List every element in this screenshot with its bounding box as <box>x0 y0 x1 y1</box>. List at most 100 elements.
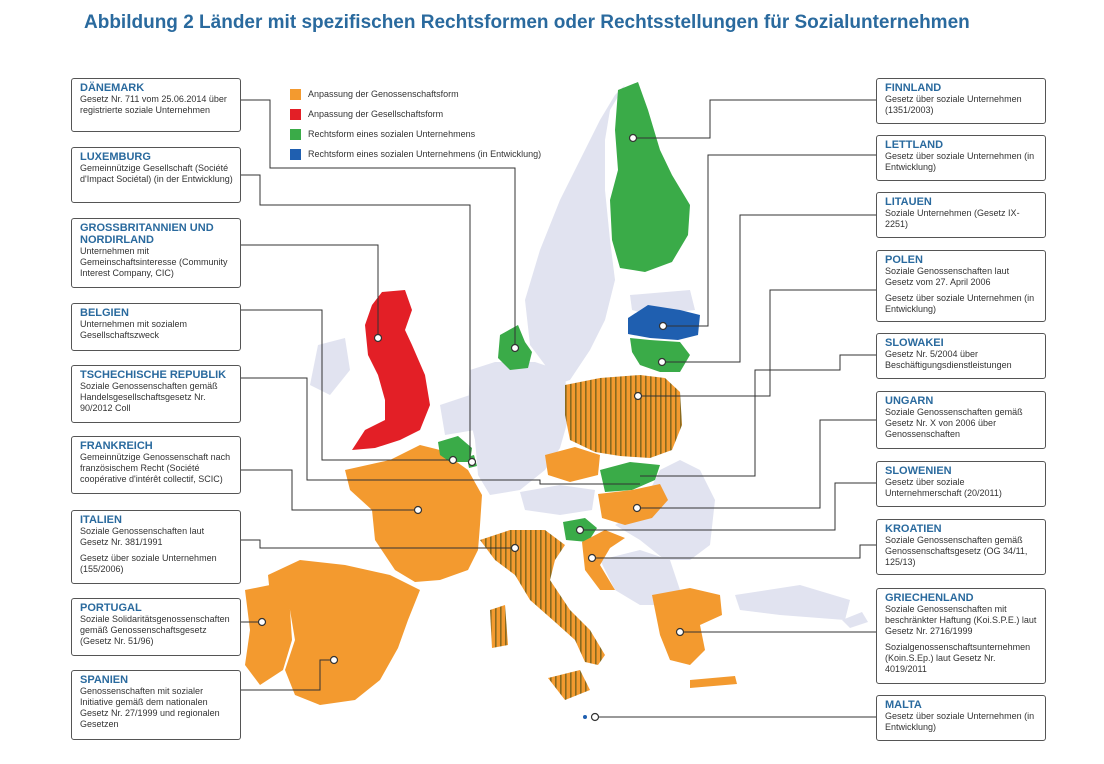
country-name: MALTA <box>885 699 922 711</box>
figure-title: Abbildung 2 Länder mit spezifischen Rech… <box>84 12 970 33</box>
country-name: POLEN <box>885 254 923 266</box>
box-kroatien: KROATIEN Soziale Genossenschaften gemäß … <box>876 519 1046 575</box>
country-desc: Soziale Genossenschaften gemäß Genossens… <box>885 535 1028 567</box>
country-desc-2: Gesetz über soziale Unternehmen (in Entw… <box>885 293 1035 314</box>
box-luxemburg: LUXEMBURG Gemeinnützige Gesellschaft (So… <box>71 147 241 203</box>
box-polen: POLEN Soziale Genossenschaften laut Gese… <box>876 250 1046 322</box>
country-name: LITAUEN <box>885 196 932 208</box>
legend-label: Anpassung der Gesellschaftsform <box>308 109 444 119</box>
grey-netherlands <box>440 395 475 435</box>
box-spanien: SPANIEN Genossenschaften mit sozialer In… <box>71 670 241 740</box>
country-desc: Genossenschaften mit sozialer Initiative… <box>80 686 220 729</box>
box-belgien: BELGIEN Unternehmen mit sozialem Gesells… <box>71 303 241 351</box>
legend-swatch-red <box>290 108 301 120</box>
country-desc: Gesetz Nr. 711 vom 25.06.2014 über regis… <box>80 94 227 115</box>
grey-ireland <box>310 338 350 395</box>
country-name: GRIECHENLAND <box>885 592 974 604</box>
country-name: GROSSBRITANNIEN UND NORDIRLAND <box>80 222 214 246</box>
country-desc: Soziale Genossenschaften gemäß Handelsge… <box>80 381 218 413</box>
country-desc-2: Gesetz über soziale Unternehmen (155/200… <box>80 553 217 574</box>
country-name: LUXEMBURG <box>80 151 151 163</box>
legend-swatch-blue <box>290 148 301 160</box>
legend-swatch-orange <box>290 88 301 100</box>
box-frankreich: FRANKREICH Gemeinnützige Genossenschaft … <box>71 436 241 494</box>
country-belgium <box>438 436 472 462</box>
leader-dots <box>257 133 685 722</box>
box-italien: ITALIEN Soziale Genossenschaften laut Ge… <box>71 510 241 584</box>
legend: Anpassung der Genossenschaftsform Anpass… <box>290 84 541 164</box>
country-name: SLOWENIEN <box>885 465 952 477</box>
country-name: DÄNEMARK <box>80 82 145 94</box>
country-desc: Gemeinnützige Gesellschaft (Société d'Im… <box>80 163 233 184</box>
box-slowakei: SLOWAKEI Gesetz Nr. 5/2004 über Beschäft… <box>876 333 1046 379</box>
country-name: PORTUGAL <box>80 602 142 614</box>
country-italy <box>480 530 605 665</box>
country-desc: Soziale Genossenschaften gemäß Gesetz Nr… <box>885 407 1023 439</box>
grey-austria <box>520 485 595 515</box>
country-malta <box>583 715 587 719</box>
country-greece <box>652 588 722 665</box>
box-portugal: PORTUGAL Soziale Solidaritätsgenossensch… <box>71 598 241 656</box>
country-finland <box>610 82 690 272</box>
box-litauen: LITAUEN Soziale Unternehmen (Gesetz IX-2… <box>876 192 1046 238</box>
grey-turkey <box>735 585 850 620</box>
box-lettland: LETTLAND Gesetz über soziale Unternehmen… <box>876 135 1046 181</box>
country-desc-2: Sozialgenossenschaftsunternehmen (Koin.S… <box>885 642 1031 674</box>
country-desc: Soziale Genossenschaften laut Gesetz vom… <box>885 266 1010 287</box>
country-desc: Unternehmen mit Gemeinschaftsinteresse (… <box>80 246 228 278</box>
country-name: SPANIEN <box>80 674 129 686</box>
legend-item: Rechtsform eines sozialen Unternehmens (… <box>290 144 541 164</box>
grey-cyprus <box>842 612 868 628</box>
country-name: FINNLAND <box>885 82 942 94</box>
country-name: ITALIEN <box>80 514 122 526</box>
legend-swatch-green <box>290 128 301 140</box>
country-desc: Soziale Genossenschaften laut Gesetz Nr.… <box>80 526 205 547</box>
legend-item: Anpassung der Gesellschaftsform <box>290 104 541 124</box>
country-sardinia <box>490 605 508 648</box>
country-crete <box>690 676 737 688</box>
country-desc: Soziale Solidaritätsgenossenschaften gem… <box>80 614 230 646</box>
country-czech <box>545 447 600 482</box>
country-desc: Gesetz über soziale Unternehmen (in Entw… <box>885 711 1035 732</box>
country-name: LETTLAND <box>885 139 944 151</box>
grey-norway-sweden <box>525 85 625 385</box>
country-spain <box>268 560 420 705</box>
country-name: UNGARN <box>885 395 934 407</box>
country-name: FRANKREICH <box>80 440 153 452</box>
country-france <box>345 445 482 582</box>
country-desc: Gesetz über soziale Unternehmerschaft (2… <box>885 477 1002 498</box>
country-sicily <box>548 670 590 700</box>
country-name: KROATIEN <box>885 523 942 535</box>
country-desc: Gesetz über soziale Unternehmen (1351/20… <box>885 94 1022 115</box>
country-desc: Unternehmen mit sozialem Gesellschaftszw… <box>80 319 188 340</box>
country-name: BELGIEN <box>80 307 129 319</box>
country-croatia <box>582 530 625 590</box>
leader-lines <box>240 99 876 718</box>
grey-germany <box>468 362 568 495</box>
box-daenemark: DÄNEMARK Gesetz Nr. 711 vom 25.06.2014 ü… <box>71 78 241 132</box>
box-finnland: FINNLAND Gesetz über soziale Unternehmen… <box>876 78 1046 124</box>
legend-item: Anpassung der Genossenschaftsform <box>290 84 541 104</box>
country-name: TSCHECHISCHE REPUBLIK <box>80 369 227 381</box>
country-desc: Gesetz Nr. 5/2004 über Beschäftigungsdie… <box>885 349 1012 370</box>
legend-label: Rechtsform eines sozialen Unternehmens (… <box>308 149 542 159</box>
legend-item: Rechtsform eines sozialen Unternehmens <box>290 124 541 144</box>
box-griechenland: GRIECHENLAND Soziale Genossenschaften mi… <box>876 588 1046 684</box>
country-poland <box>565 375 682 458</box>
box-tschechien: TSCHECHISCHE REPUBLIK Soziale Genossensc… <box>71 365 241 423</box>
grey-balkans <box>600 550 680 605</box>
country-lithuania <box>630 338 690 372</box>
grey-east <box>615 460 715 560</box>
country-portugal <box>245 585 292 685</box>
box-malta: MALTA Gesetz über soziale Unternehmen (i… <box>876 695 1046 741</box>
box-gb: GROSSBRITANNIEN UND NORDIRLAND Unternehm… <box>71 218 241 288</box>
box-slowenien: SLOWENIEN Gesetz über soziale Unternehme… <box>876 461 1046 507</box>
country-name: SLOWAKEI <box>885 337 944 349</box>
country-desc: Gemeinnützige Genossenschaft nach franzö… <box>80 452 231 484</box>
legend-label: Anpassung der Genossenschaftsform <box>308 89 459 99</box>
legend-label: Rechtsform eines sozialen Unternehmens <box>308 129 476 139</box>
box-ungarn: UNGARN Soziale Genossenschaften gemäß Ge… <box>876 391 1046 449</box>
country-gb <box>352 290 430 450</box>
country-hungary <box>598 484 668 525</box>
